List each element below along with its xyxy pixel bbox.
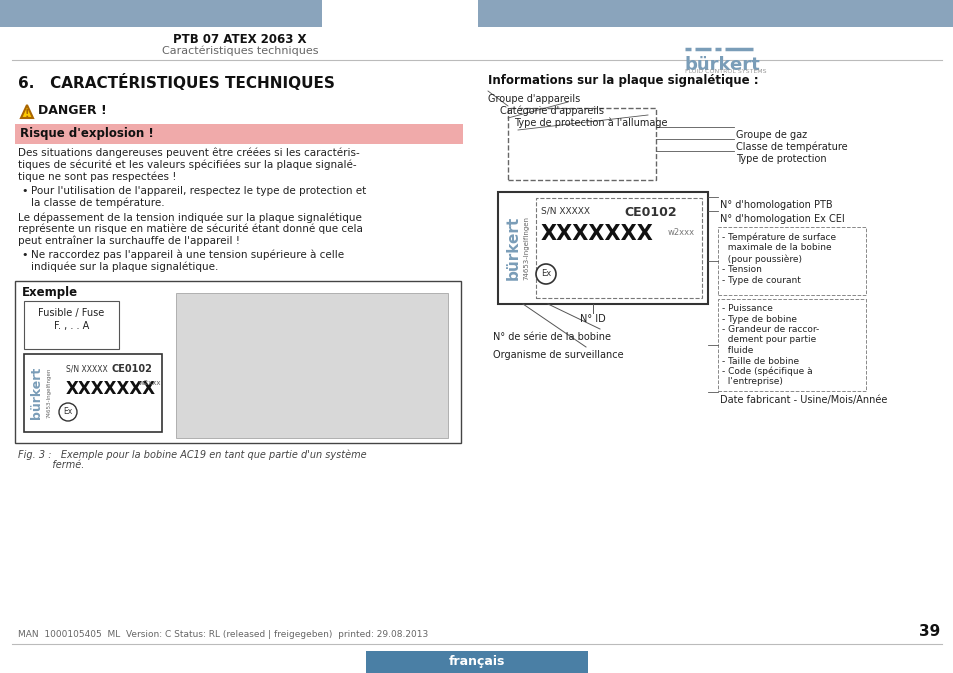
- Text: - Code (spécifique à: - Code (spécifique à: [721, 367, 812, 376]
- Text: fluide: fluide: [721, 346, 753, 355]
- Text: •: •: [21, 186, 28, 195]
- Text: Groupe d'appareils: Groupe d'appareils: [488, 94, 579, 104]
- Bar: [15, 124, 462, 144]
- Text: DANGER !: DANGER !: [38, 104, 107, 117]
- Text: - Type de courant: - Type de courant: [721, 276, 800, 285]
- Text: bürkert: bürkert: [505, 216, 520, 280]
- Text: dement pour partie: dement pour partie: [721, 336, 816, 345]
- Bar: [497, 192, 707, 304]
- Text: tique ne sont pas respectées !: tique ne sont pas respectées !: [18, 171, 176, 182]
- Bar: [24, 354, 162, 432]
- Text: fermé.: fermé.: [18, 460, 84, 470]
- Text: Type de protection: Type de protection: [735, 154, 825, 164]
- Polygon shape: [21, 105, 33, 118]
- Text: N° d'homologation PTB: N° d'homologation PTB: [720, 200, 832, 210]
- Text: w2xxx: w2xxx: [139, 380, 161, 386]
- Text: - Grandeur de raccor-: - Grandeur de raccor-: [721, 325, 819, 334]
- Bar: [718, 227, 865, 295]
- Text: Classe de température: Classe de température: [735, 142, 846, 153]
- Text: N° ID: N° ID: [579, 314, 605, 324]
- Circle shape: [536, 264, 556, 284]
- Text: maximale de la bobine: maximale de la bobine: [721, 243, 831, 252]
- Text: N° d'homologation Ex CEI: N° d'homologation Ex CEI: [720, 214, 843, 224]
- Text: Type de protection à l'allumage: Type de protection à l'allumage: [514, 118, 667, 129]
- Text: Groupe de gaz: Groupe de gaz: [735, 130, 806, 140]
- Text: - Taille de bobine: - Taille de bobine: [721, 357, 799, 365]
- Text: Des situations dangereuses peuvent être créées si les caractéris-: Des situations dangereuses peuvent être …: [18, 148, 359, 159]
- Text: - Type de bobine: - Type de bobine: [721, 314, 796, 324]
- Text: Informations sur la plaque signalétique :: Informations sur la plaque signalétique …: [488, 74, 758, 87]
- Text: MAN  1000105405  ML  Version: C Status: RL (released | freigegeben)  printed: 29: MAN 1000105405 ML Version: C Status: RL …: [18, 630, 428, 639]
- Text: XXXXXXX: XXXXXXX: [66, 380, 156, 398]
- Text: - Tension: - Tension: [721, 265, 761, 274]
- Text: Le dépassement de la tension indiquée sur la plaque signalétique: Le dépassement de la tension indiquée su…: [18, 213, 361, 223]
- Text: N° de série de la bobine: N° de série de la bobine: [493, 332, 610, 342]
- Text: Organisme de surveillance: Organisme de surveillance: [493, 350, 623, 360]
- Text: XXXXXXX: XXXXXXX: [540, 224, 653, 244]
- Text: CE0102: CE0102: [112, 364, 152, 374]
- Text: l'entreprise): l'entreprise): [721, 378, 782, 386]
- Text: !: !: [25, 109, 30, 119]
- Text: indiquée sur la plaque signalétique.: indiquée sur la plaque signalétique.: [30, 262, 218, 272]
- Text: PTB 07 ATEX 2063 X: PTB 07 ATEX 2063 X: [173, 33, 307, 46]
- Text: (pour poussière): (pour poussière): [721, 254, 801, 264]
- Bar: [175, 293, 448, 438]
- Text: F. , . . A: F. , . . A: [53, 321, 89, 331]
- Text: Exemple: Exemple: [22, 286, 78, 299]
- Text: 39: 39: [918, 624, 939, 639]
- Text: 74653-Ingelfingen: 74653-Ingelfingen: [522, 216, 529, 280]
- Text: - Température de surface: - Température de surface: [721, 232, 835, 242]
- Bar: [24, 301, 119, 349]
- Text: - Puissance: - Puissance: [721, 304, 772, 313]
- Text: Caractéristiques techniques: Caractéristiques techniques: [162, 46, 318, 57]
- Bar: [477, 0, 953, 27]
- Bar: [507, 108, 656, 180]
- Text: 74653-Ingelfingen: 74653-Ingelfingen: [47, 368, 51, 418]
- Text: Pour l'utilisation de l'appareil, respectez le type de protection et: Pour l'utilisation de l'appareil, respec…: [30, 186, 366, 195]
- Text: w2xxx: w2xxx: [667, 228, 695, 237]
- Text: français: français: [448, 656, 505, 668]
- Text: la classe de température.: la classe de température.: [30, 197, 165, 207]
- Text: Risque d'explosion !: Risque d'explosion !: [20, 127, 153, 140]
- Text: bürkert: bürkert: [684, 56, 760, 74]
- Text: Ex: Ex: [63, 407, 72, 417]
- Text: S/N XXXXX: S/N XXXXX: [66, 364, 108, 373]
- Text: Fusible / Fuse: Fusible / Fuse: [38, 308, 105, 318]
- Bar: [366, 651, 587, 673]
- Text: représente un risque en matière de sécurité étant donné que cela: représente un risque en matière de sécur…: [18, 224, 362, 234]
- Text: FLUID CONTROL SYSTEMS: FLUID CONTROL SYSTEMS: [684, 69, 765, 74]
- Text: CE0102: CE0102: [623, 206, 676, 219]
- Bar: [0, 0, 322, 27]
- Text: bürkert: bürkert: [30, 367, 44, 419]
- Bar: [536, 198, 701, 298]
- Bar: [718, 299, 865, 391]
- Circle shape: [59, 403, 77, 421]
- Text: Ne raccordez pas l'appareil à une tension supérieure à celle: Ne raccordez pas l'appareil à une tensio…: [30, 250, 344, 260]
- Text: •: •: [21, 250, 28, 260]
- Text: Catégorie d'appareils: Catégorie d'appareils: [499, 105, 603, 116]
- Text: peut entraîner la surchauffe de l'appareil !: peut entraîner la surchauffe de l'appare…: [18, 236, 240, 246]
- Bar: [15, 281, 460, 443]
- Text: Fig. 3 :   Exemple pour la bobine AC19 en tant que partie d'un système: Fig. 3 : Exemple pour la bobine AC19 en …: [18, 449, 366, 460]
- Text: Ex: Ex: [540, 269, 551, 279]
- Text: tiques de sécurité et les valeurs spécifiées sur la plaque signalé-: tiques de sécurité et les valeurs spécif…: [18, 160, 356, 170]
- Text: 6.   CARACTÉRISTIQUES TECHNIQUES: 6. CARACTÉRISTIQUES TECHNIQUES: [18, 74, 335, 91]
- Text: Date fabricant - Usine/Mois/Année: Date fabricant - Usine/Mois/Année: [720, 395, 886, 405]
- Text: S/N XXXXX: S/N XXXXX: [540, 206, 589, 215]
